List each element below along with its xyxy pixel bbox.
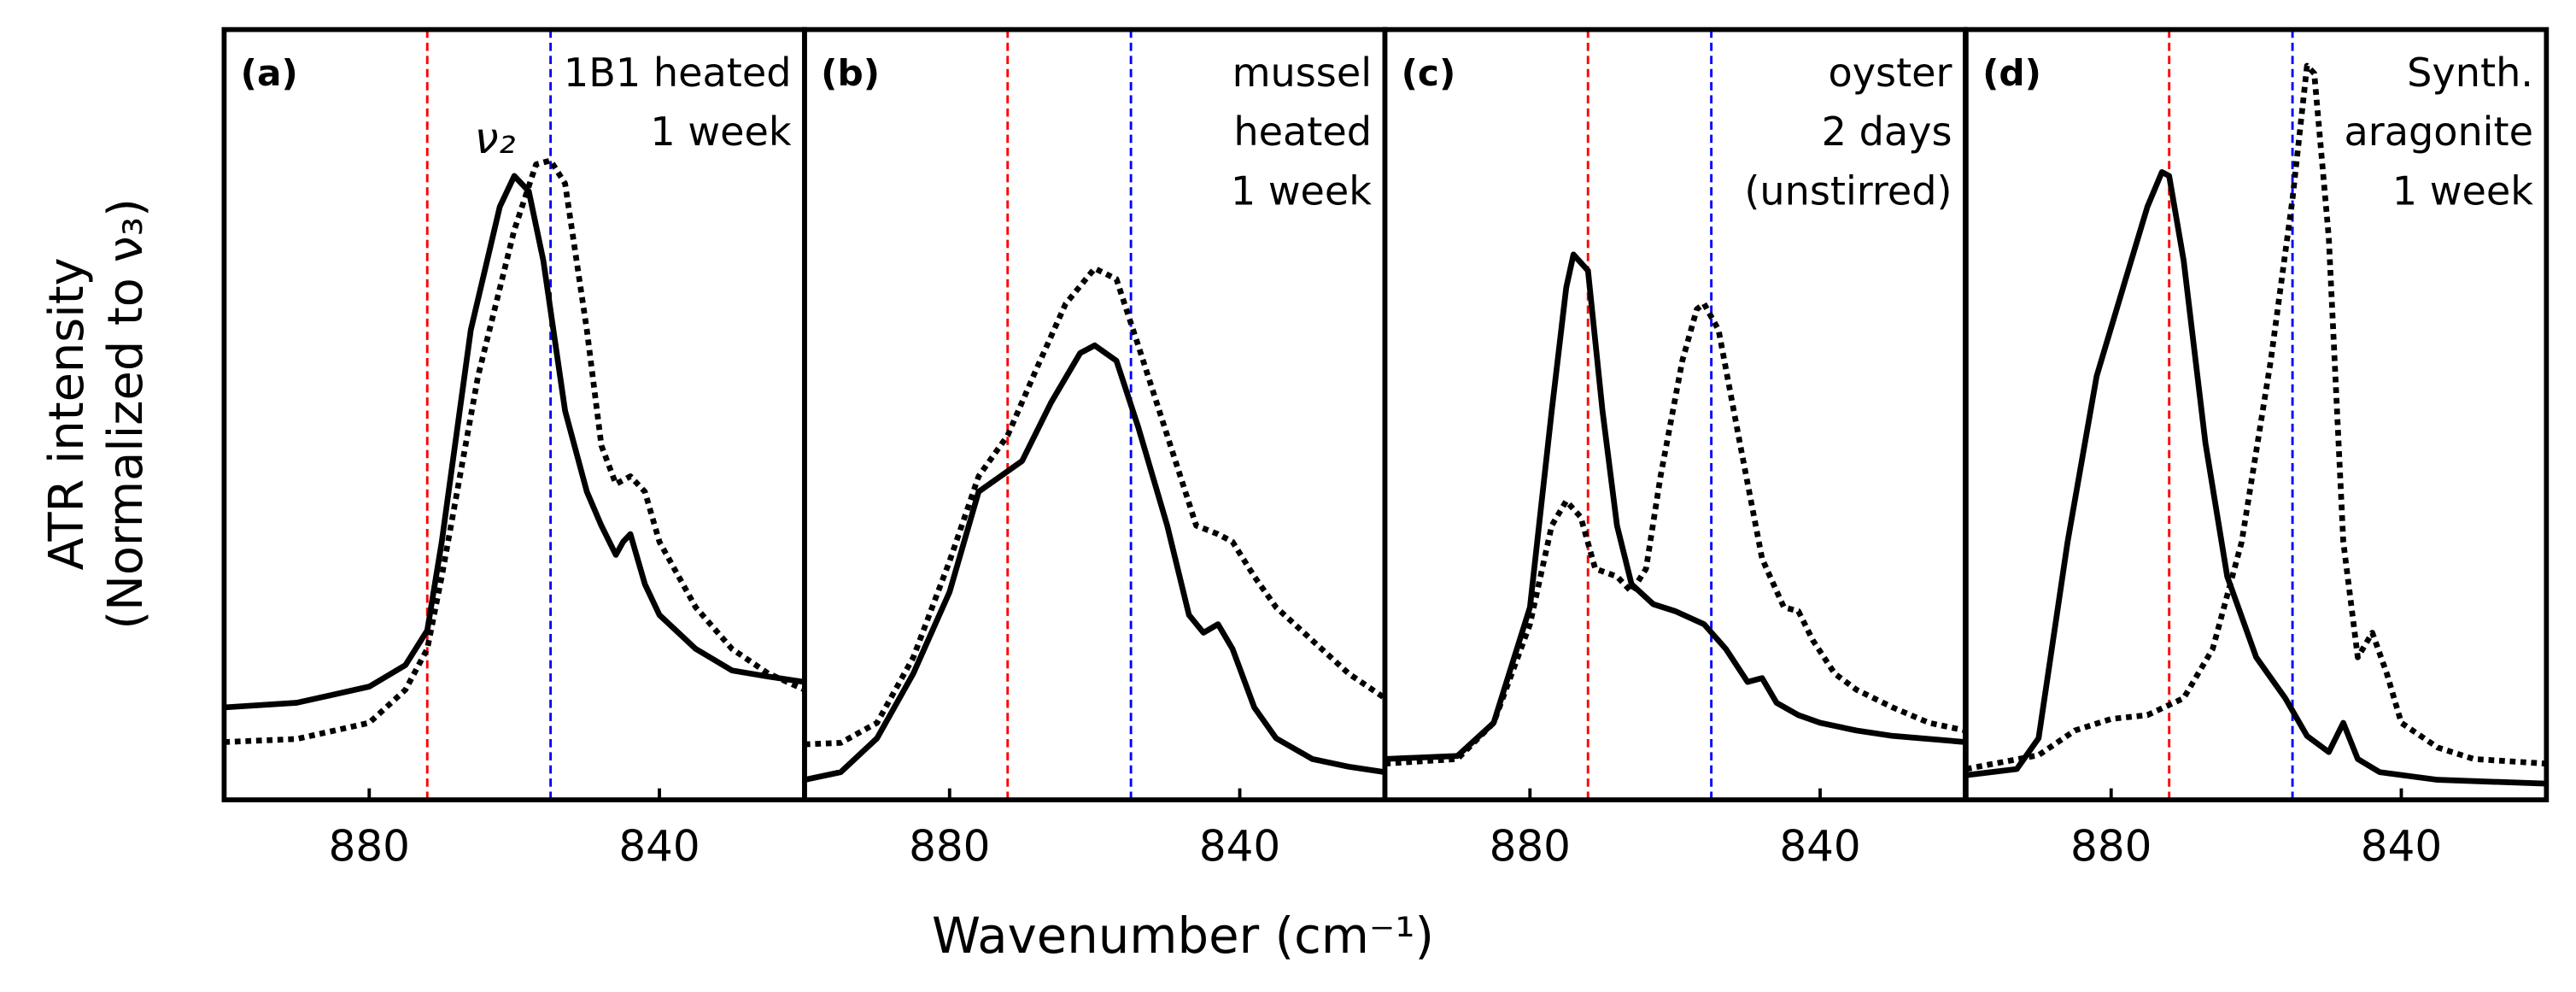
x-tick-label: 880	[1490, 821, 1571, 871]
spectrum-line	[1965, 62, 2547, 772]
annotation: 1 week	[650, 109, 791, 155]
x-tick-label: 840	[1199, 821, 1280, 871]
annotation: (unstirred)	[1744, 167, 1952, 214]
x-tick-label: 880	[2070, 821, 2152, 871]
annotation: 1 week	[1231, 167, 1372, 214]
annotation: heated	[1233, 109, 1372, 155]
annotation: mussel	[1232, 50, 1372, 96]
annotation: 2 days	[1822, 109, 1952, 155]
spectrum-line	[1965, 169, 2547, 787]
spectrum-line	[224, 157, 806, 745]
y-axis-label: (Normalized to ν₃)	[98, 198, 154, 629]
annotation: 1 week	[2392, 167, 2533, 214]
spectrum-line	[1385, 251, 1966, 762]
panel-label: (d)	[1982, 52, 2041, 94]
spectrum-line	[224, 173, 805, 711]
panel-label: (b)	[821, 52, 880, 94]
annotation: oyster	[1829, 50, 1952, 96]
x-tick-label: 840	[2361, 821, 2442, 871]
spectrum-line	[804, 342, 1385, 783]
panel-label: (c)	[1402, 52, 1456, 94]
x-tick-label: 880	[909, 821, 990, 871]
y-axis-label: ATR intensity	[39, 257, 95, 570]
panel-label: (a)	[241, 52, 298, 94]
annotation: aragonite	[2344, 109, 2533, 155]
x-tick-label: 880	[329, 821, 410, 871]
x-axis-label: Wavenumber (cm⁻¹)	[932, 907, 1434, 965]
annotation: 1B1 heated	[564, 50, 792, 96]
spectrum-line	[1385, 301, 1966, 767]
panel-frame	[1963, 26, 2550, 802]
x-tick-label: 840	[618, 821, 700, 871]
peak-label: ν₂	[475, 114, 516, 163]
annotation: Synth.	[2407, 50, 2533, 96]
spectrum-line	[804, 265, 1387, 748]
x-tick-label: 840	[1779, 821, 1860, 871]
